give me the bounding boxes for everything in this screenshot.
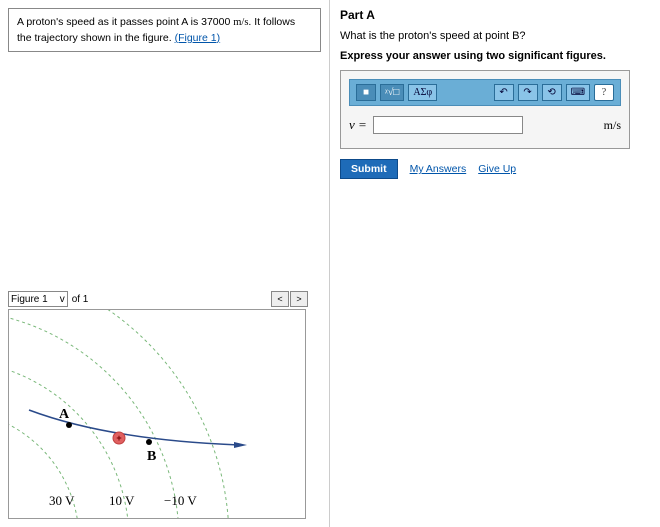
- figure-svg: + A B 30 V 10 V −10 V: [9, 310, 306, 519]
- svg-text:10 V: 10 V: [109, 493, 135, 508]
- svg-text:−10 V: −10 V: [164, 493, 197, 508]
- figure-link[interactable]: (Figure 1): [175, 32, 221, 44]
- prompt-text-pre: A proton's speed as it passes point A is…: [17, 16, 233, 28]
- my-answers-link[interactable]: My Answers: [410, 163, 467, 175]
- figure-selector[interactable]: Figure 1 v: [8, 291, 68, 307]
- answer-unit: m/s: [604, 118, 621, 133]
- svg-text:A: A: [59, 407, 70, 422]
- figure-canvas: + A B 30 V 10 V −10 V: [8, 309, 306, 519]
- figure-selector-label: Figure 1: [11, 294, 48, 305]
- greek-button[interactable]: ΑΣφ: [408, 84, 437, 101]
- templates-button[interactable]: ■: [356, 84, 376, 101]
- answer-input[interactable]: [373, 116, 523, 134]
- undo-button[interactable]: ↶: [494, 84, 514, 101]
- answer-panel: ■ ᵡ√□ ΑΣφ ↶ ↷ ⟲ ⌨ ? v = m/s: [340, 70, 630, 149]
- svg-text:+: +: [116, 433, 121, 443]
- equation-toolbar: ■ ᵡ√□ ΑΣφ ↶ ↷ ⟲ ⌨ ?: [349, 79, 621, 106]
- figure-of-text: of 1: [72, 294, 89, 305]
- help-button[interactable]: ?: [594, 84, 614, 101]
- keyboard-button[interactable]: ⌨: [566, 84, 590, 101]
- figure-panel: Figure 1 v of 1 < > + A B 30 V 10 V −10 V: [8, 291, 308, 519]
- problem-prompt: A proton's speed as it passes point A is…: [8, 8, 321, 52]
- question-text: What is the proton's speed at point B?: [340, 30, 650, 42]
- chevron-down-icon: v: [60, 294, 65, 305]
- reset-button[interactable]: ⟲: [542, 84, 562, 101]
- svg-text:30 V: 30 V: [49, 493, 75, 508]
- figure-toolbar: Figure 1 v of 1 < >: [8, 291, 308, 307]
- figure-prev-button[interactable]: <: [271, 291, 289, 307]
- figure-next-button[interactable]: >: [290, 291, 308, 307]
- instruction-text: Express your answer using two significan…: [340, 50, 650, 62]
- give-up-link[interactable]: Give Up: [478, 163, 516, 175]
- redo-button[interactable]: ↷: [518, 84, 538, 101]
- sqrt-button[interactable]: ᵡ√□: [380, 84, 404, 101]
- part-title: Part A: [340, 8, 650, 22]
- variable-label: v =: [349, 117, 367, 133]
- submit-button[interactable]: Submit: [340, 159, 398, 179]
- svg-text:B: B: [147, 449, 156, 464]
- prompt-unit: m/s: [233, 17, 248, 28]
